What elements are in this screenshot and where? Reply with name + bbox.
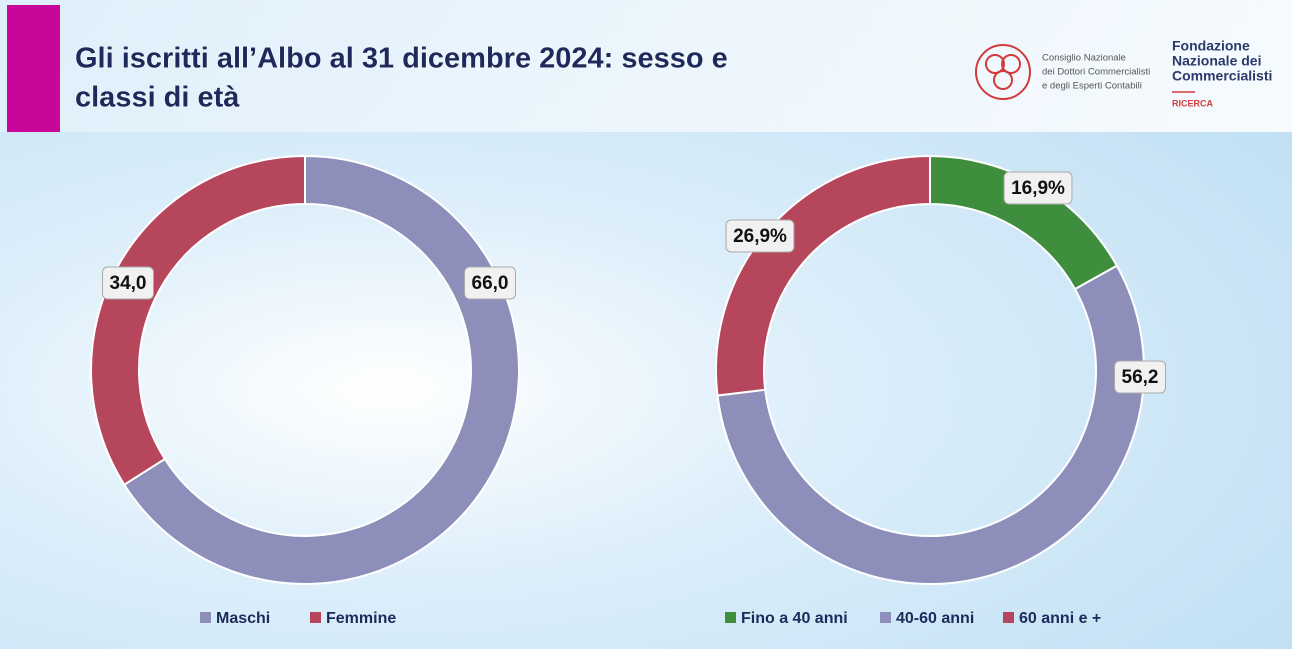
logo-text: Fondazione xyxy=(1172,38,1250,54)
data-label: 66,0 xyxy=(464,266,516,300)
data-label-text: 56,2 xyxy=(1122,367,1159,388)
legend-swatch xyxy=(725,612,736,623)
legend-swatch xyxy=(200,612,211,623)
legend-swatch xyxy=(1003,612,1014,623)
data-label-text: 34,0 xyxy=(110,273,147,294)
title: Gli iscritti all’Albo al 31 dicembre 202… xyxy=(75,43,728,75)
donut-segment xyxy=(122,154,520,585)
data-label: 34,0 xyxy=(102,266,154,300)
logo-text: Consiglio Nazionale xyxy=(1042,53,1126,64)
logo-cndcec xyxy=(975,44,1031,100)
header-band xyxy=(0,0,1292,132)
data-label-box xyxy=(464,266,516,300)
logo-text: RICERCA xyxy=(1172,98,1214,108)
title: classi di età xyxy=(75,82,240,114)
donut-segment xyxy=(90,154,306,487)
legend-label: Fino a 40 anni xyxy=(741,610,848,627)
logo-text: Nazionale dei xyxy=(1172,53,1261,69)
data-label-text: 66,0 xyxy=(472,273,509,294)
data-label-box xyxy=(725,219,795,253)
data-label-box xyxy=(1114,360,1166,394)
legend-swatch xyxy=(880,612,891,623)
data-label: 26,9% xyxy=(725,219,795,253)
data-label-box xyxy=(102,266,154,300)
logo-text: Commercialisti xyxy=(1172,68,1272,84)
data-label-text: 26,9% xyxy=(733,226,787,247)
data-label: 16,9% xyxy=(1003,171,1073,205)
data-label-box xyxy=(1003,171,1073,205)
legend-label: 60 anni e + xyxy=(1019,610,1101,627)
donut-segment xyxy=(715,154,931,397)
donut-segment xyxy=(716,264,1145,585)
legend-label: Maschi xyxy=(216,610,270,627)
legend-label: Femmine xyxy=(326,610,396,627)
accent-bar xyxy=(7,5,60,132)
data-label: 56,2 xyxy=(1114,360,1166,394)
logo-text: dei Dottori Commercialisti xyxy=(1042,67,1150,78)
logo-text: e degli Esperti Contabili xyxy=(1042,81,1142,92)
legend-label: 40-60 anni xyxy=(896,610,974,627)
data-label-text: 16,9% xyxy=(1011,178,1065,199)
legend-swatch xyxy=(310,612,321,623)
